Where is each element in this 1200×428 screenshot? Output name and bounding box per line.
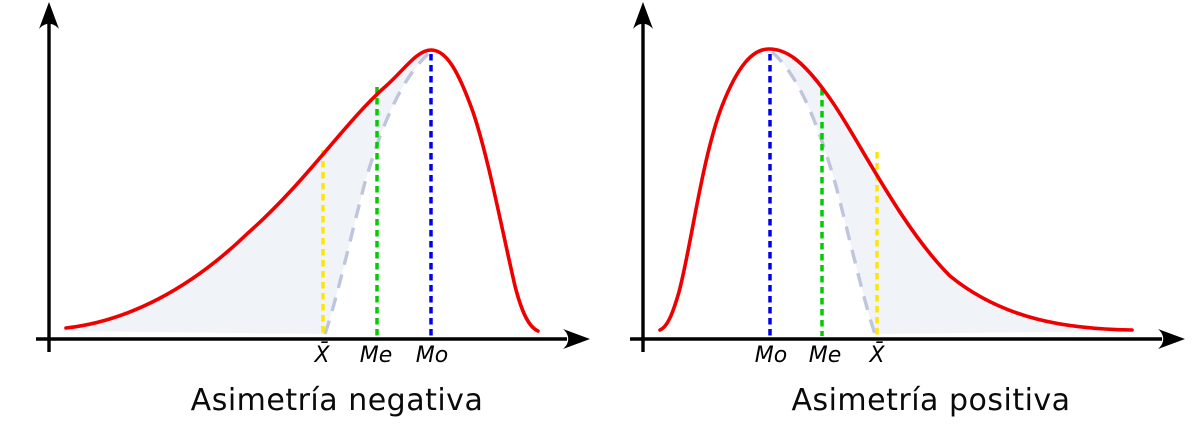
negative-skew-mean-label: X̄ [314,343,330,368]
negative-skew-title: Asimetría negativa [190,383,484,418]
positive-skew-reference-curve [770,50,877,335]
negative-skew-median-label: Me [359,343,393,368]
negative-skew-shaded-area [66,52,431,334]
positive-skew-mode-label: Mo [754,343,788,368]
positive-skew-panel [630,2,1185,352]
positive-skew-shaded-area [770,52,1131,334]
positive-skew-median-label: Me [808,343,842,368]
negative-skew-reference-curve [323,52,430,335]
negative-skew-density-curve [64,48,540,333]
positive-skew-density-curve [658,47,1134,332]
negative-skew-y-axis-arrow-icon [39,2,59,29]
negative-skew-mode-label: Mo [415,343,449,368]
positive-skew-x-axis-arrow-icon [1158,329,1185,349]
positive-skew-y-axis-arrow-icon [633,2,653,29]
positive-skew-mean-label: X̄ [869,343,885,368]
negative-skew-panel [36,2,590,352]
negative-skew-x-axis-arrow-icon [563,329,590,349]
positive-skew-title: Asimetría positiva [791,383,1071,418]
